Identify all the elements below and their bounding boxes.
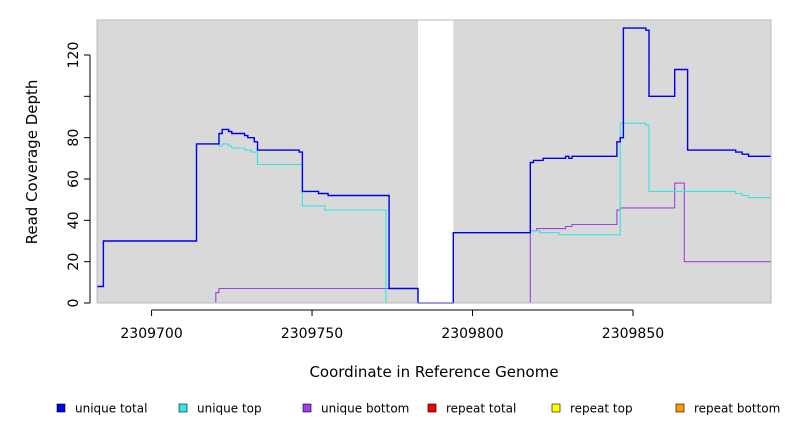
series-unique-total-line — [97, 27, 771, 304]
gap-region — [417, 20, 454, 303]
legend-unique-bottom-swatch — [302, 403, 312, 413]
legend-repeat-total-swatch — [427, 403, 437, 413]
legend-unique-total-swatch — [56, 403, 66, 413]
y-tick-label: 60 — [66, 170, 82, 188]
x-tick-label: 2309750 — [281, 326, 343, 342]
legend: unique total unique top unique bottom repea… — [56, 402, 780, 416]
y-tick-label: 40 — [66, 211, 82, 229]
y-tick-label: 80 — [66, 129, 82, 147]
series-unique-bottom-line — [97, 182, 771, 304]
series-unique-top-line — [97, 122, 771, 304]
legend-repeat-top-label: repeat top — [570, 402, 633, 416]
plot-frame — [96, 19, 772, 304]
legend-repeat-top-swatch — [551, 403, 561, 413]
x-tick-label: 2309700 — [120, 326, 182, 342]
y-tick-label: 120 — [66, 42, 82, 69]
y-axis-title: Read Coverage Depth — [23, 80, 41, 245]
legend-unique-top-label: unique top — [197, 402, 262, 416]
legend-repeat-bottom-swatch — [675, 403, 685, 413]
legend-unique-total-label: unique total — [75, 402, 147, 416]
legend-repeat-total-label: repeat total — [446, 402, 516, 416]
y-tick-label: 20 — [66, 253, 82, 271]
y-axis: 0 20 40 60 80 120 — [66, 42, 91, 308]
legend-unique-bottom-label: unique bottom — [321, 402, 409, 416]
x-axis-title: Coordinate in Reference Genome — [309, 363, 558, 381]
legend-unique-top-swatch — [178, 403, 188, 413]
x-tick-label: 2309850 — [602, 326, 664, 342]
y-tick-label: 0 — [66, 299, 82, 308]
x-tick-label: 2309800 — [441, 326, 503, 342]
x-axis: 2309700 2309750 2309800 2309850 — [120, 309, 664, 342]
legend-repeat-bottom-label: repeat bottom — [694, 402, 780, 416]
